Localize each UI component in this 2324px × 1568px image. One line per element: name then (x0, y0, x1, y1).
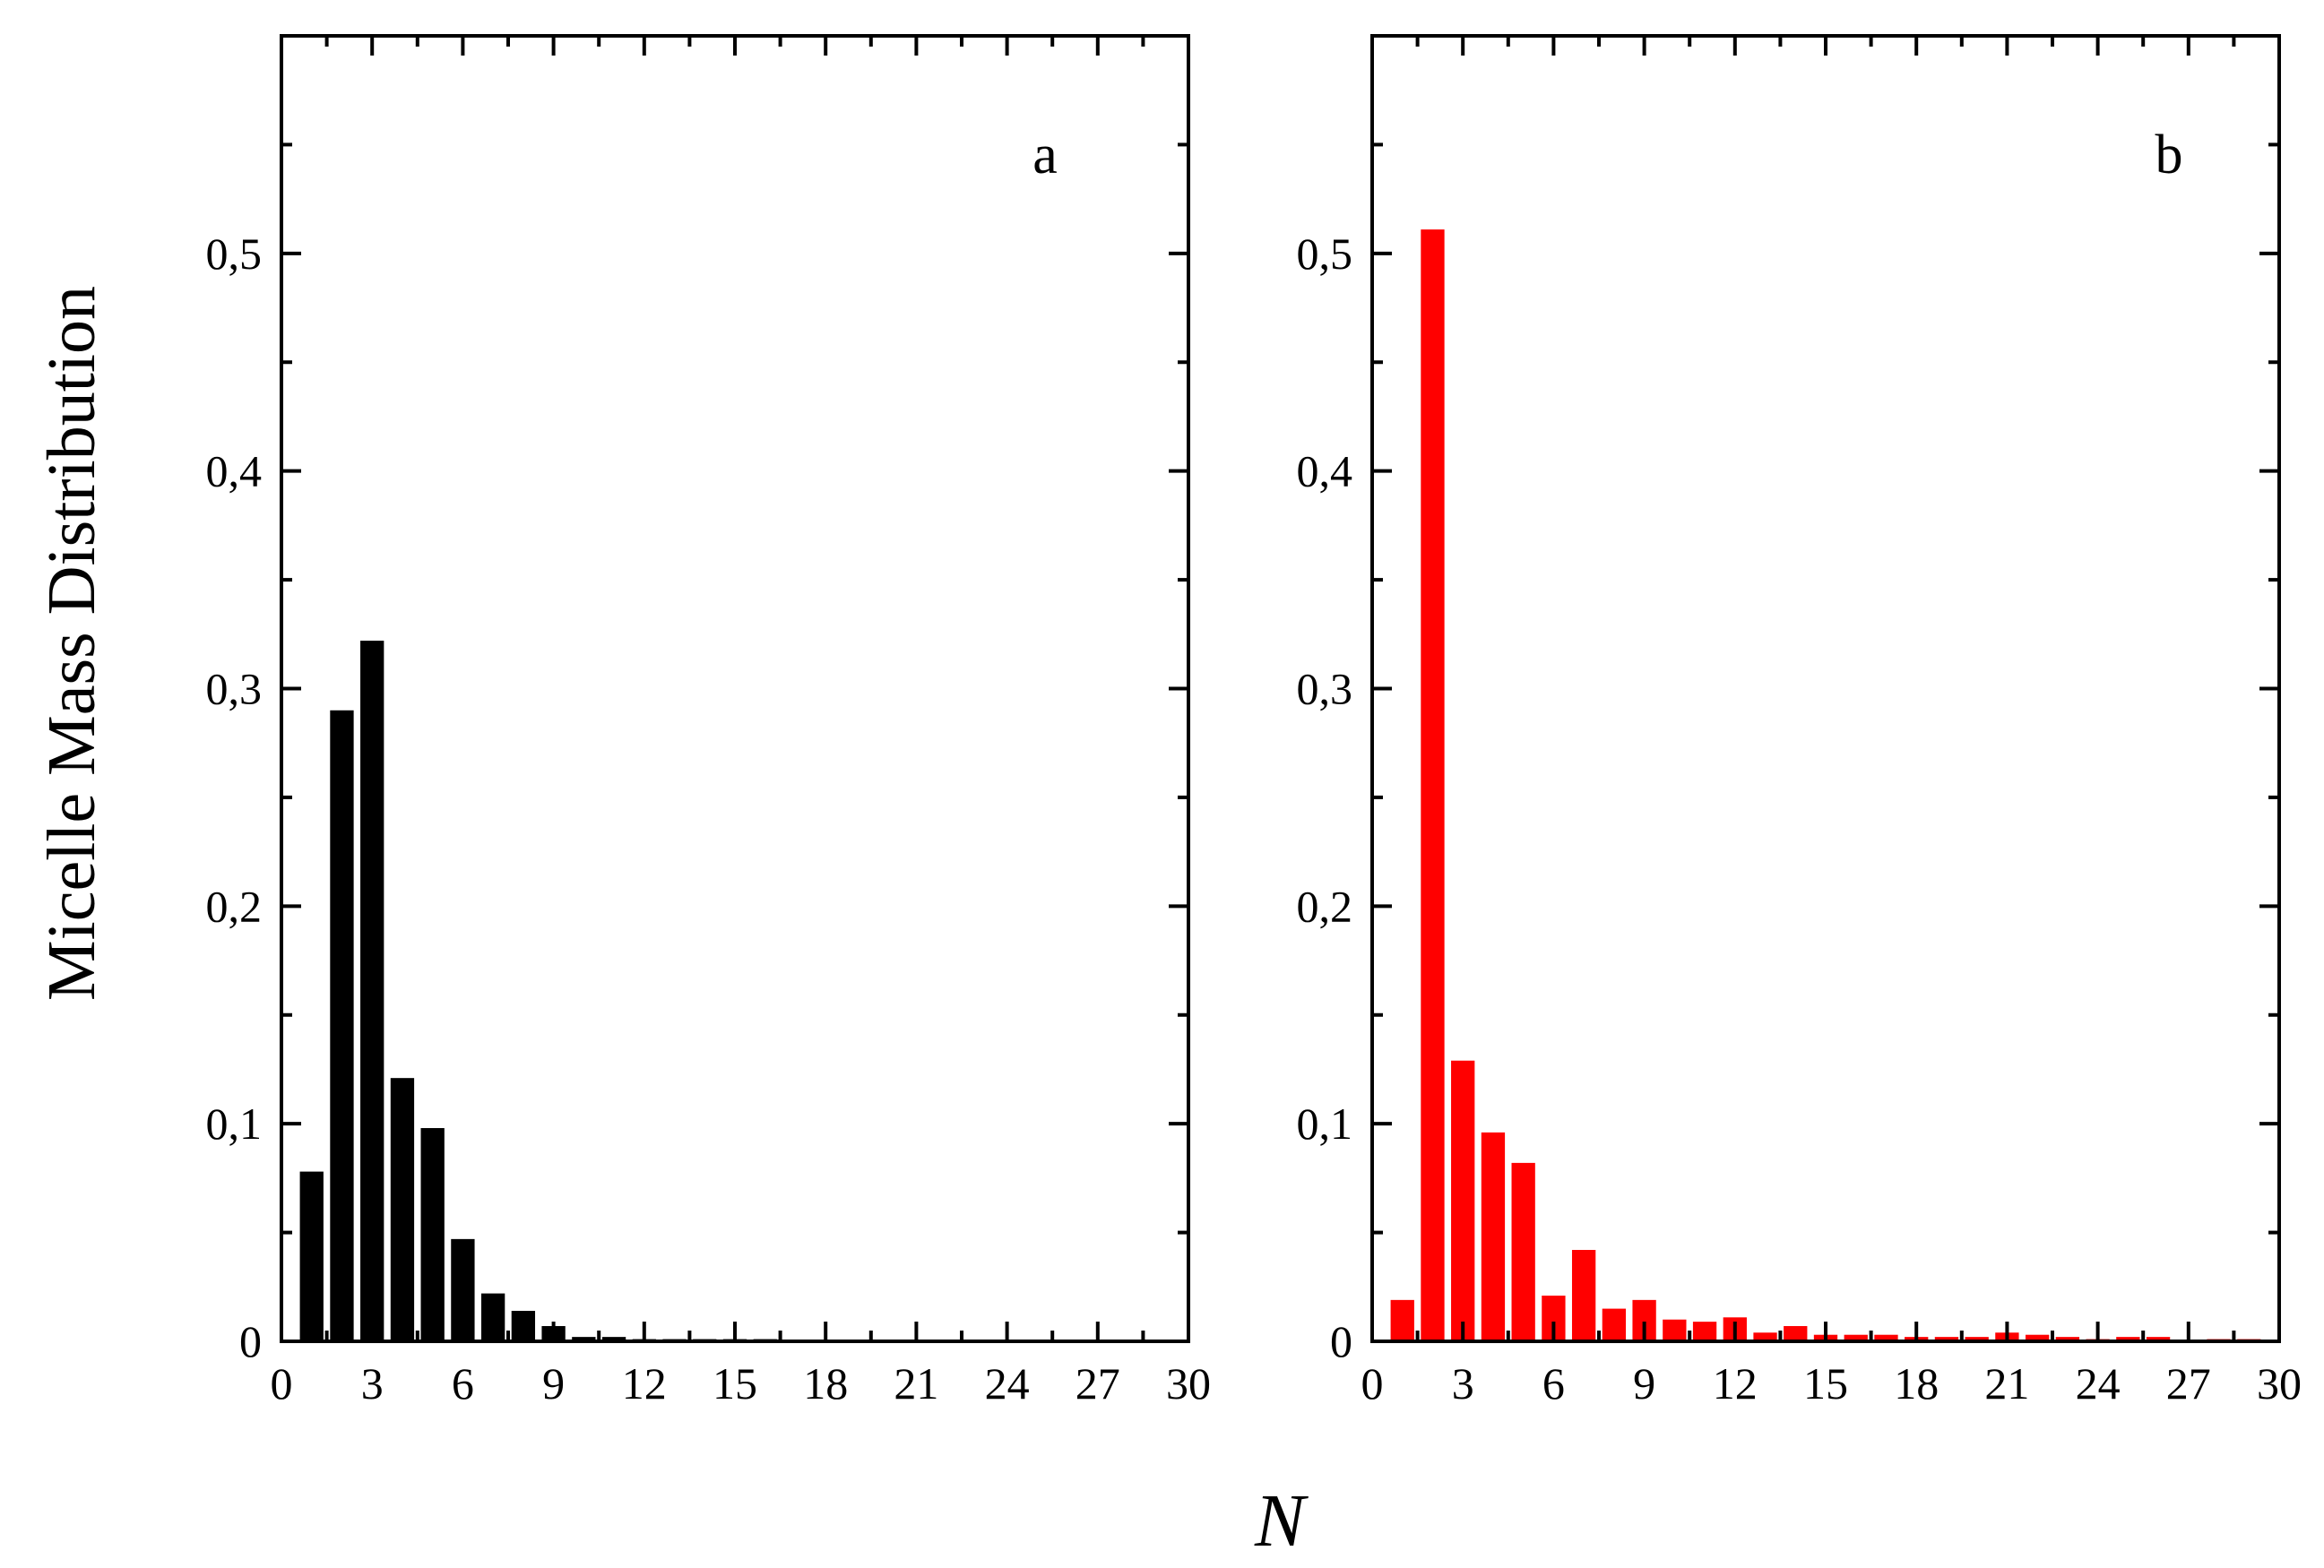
panel-b-y-tick-label: 0,4 (1297, 446, 1353, 496)
panel-b-y-tick-label: 0,3 (1297, 664, 1353, 714)
panel-b-y-tick-label: 0,2 (1297, 881, 1353, 931)
panel-b-bar-5 (1511, 1162, 1535, 1341)
panel-b-y-tick-label: 0,1 (1297, 1098, 1353, 1149)
panel-a-x-tick-label: 15 (713, 1358, 757, 1409)
panel-b-y-tick-labels: 0 0,1 0,2 0,3 0,4 0,5 (1297, 228, 1353, 1366)
panel-b-bar-25 (2116, 1337, 2140, 1341)
panel-b-x-tick-label: 9 (1633, 1358, 1655, 1409)
panel-a-x-tick-label: 21 (894, 1358, 938, 1409)
panel-a-x-tick-label: 24 (985, 1358, 1030, 1409)
panel-b-bar-7 (1571, 1250, 1596, 1341)
panel-a-chart: 0 3 6 9 12 15 18 21 24 27 30 0 0,1 0,2 0,3 0,4 0,5 a (206, 34, 1212, 1409)
panel-b-plot-frame (1370, 34, 2281, 1343)
panel-b-x-tick-label: 6 (1542, 1358, 1565, 1409)
panel-a-bar-2 (330, 710, 354, 1341)
panel-b-bar-17 (1874, 1334, 1898, 1341)
panel-a-y-tick-label: 0,1 (206, 1098, 263, 1149)
panel-a-y-tick-label: 0,3 (206, 664, 263, 714)
panel-b-bar-3 (1451, 1060, 1475, 1341)
panel-a-x-tick-label: 18 (803, 1358, 848, 1409)
panel-b-bar-2 (1421, 229, 1445, 1341)
panel-b-bar-14 (1784, 1326, 1808, 1341)
panel-b-bar-1 (1390, 1299, 1414, 1341)
panel-b-bar-22 (2025, 1334, 2050, 1341)
panel-a-plot-frame (280, 34, 1190, 1343)
panel-a-x-tick-label: 30 (1166, 1358, 1211, 1409)
panel-b-x-tick-label: 3 (1452, 1358, 1474, 1409)
panel-b-bar-23 (2055, 1337, 2080, 1341)
panel-b-bar-13 (1753, 1332, 1777, 1341)
panel-b-x-tick-label: 27 (2166, 1358, 2211, 1409)
panel-b-x-tick-label: 21 (1984, 1358, 2029, 1409)
panel-a-bar-10 (572, 1337, 596, 1341)
panel-b-x-tick-label: 18 (1894, 1358, 1939, 1409)
panel-a-x-tick-label: 27 (1076, 1358, 1120, 1409)
panel-b-x-tick-label: 0 (1361, 1358, 1384, 1409)
panel-a-bar-4 (390, 1078, 415, 1341)
panel-b-bar-26 (2146, 1337, 2171, 1341)
panel-a-y-tick-label: 0 (239, 1316, 262, 1366)
panel-a-x-tick-label: 9 (542, 1358, 565, 1409)
panel-b-bar-19 (1934, 1337, 1959, 1341)
panel-b-bars (1390, 229, 2261, 1341)
panel-b-x-tick-label: 15 (1803, 1358, 1848, 1409)
panel-a-x-tick-label: 6 (452, 1358, 474, 1409)
panel-b-chart: 0 3 6 9 12 15 18 21 24 27 30 0 0,1 0,2 0,3 0,4 0,5 b (1297, 34, 2302, 1409)
panel-a-bars (299, 641, 777, 1341)
panel-b-x-tick-label: 12 (1713, 1358, 1758, 1409)
panel-b-y-tick-label: 0 (1330, 1316, 1352, 1366)
panel-a-y-tick-label: 0,2 (206, 881, 263, 931)
panel-a-bar-7 (480, 1293, 505, 1341)
panel-b-x-tick-labels: 0 3 6 9 12 15 18 21 24 27 30 (1361, 1358, 2302, 1409)
panel-a-y-tick-label: 0,4 (206, 446, 263, 496)
panel-a-x-tick-labels: 0 3 6 9 12 15 18 21 24 27 30 (271, 1358, 1212, 1409)
panel-a-x-tick-label: 3 (361, 1358, 384, 1409)
panel-b-bar-20 (1965, 1337, 1989, 1341)
panel-b-bar-4 (1481, 1132, 1506, 1341)
panel-a-y-tick-labels: 0 0,1 0,2 0,3 0,4 0,5 (206, 228, 263, 1366)
panel-b-bar-16 (1844, 1334, 1868, 1341)
panel-a-x-tick-label: 0 (271, 1358, 293, 1409)
panel-a-bar-8 (511, 1311, 536, 1341)
panel-b-bar-10 (1663, 1319, 1687, 1341)
panel-b-bar-11 (1692, 1322, 1717, 1341)
panel-a-x-tick-label: 12 (622, 1358, 667, 1409)
x-axis-title: N (1254, 1479, 1309, 1563)
panel-a-bar-3 (360, 641, 384, 1341)
panel-b-bar-8 (1602, 1308, 1627, 1341)
panel-b-label: b (2156, 125, 2183, 185)
panel-b-x-tick-label: 30 (2257, 1358, 2302, 1409)
panel-a-bar-1 (299, 1171, 324, 1341)
panel-a-label: a (1032, 125, 1058, 185)
panel-b-y-tick-label: 0,5 (1297, 228, 1353, 279)
panel-b-x-tick-label: 24 (2076, 1358, 2121, 1409)
panel-a-bar-5 (420, 1128, 445, 1341)
y-axis-title: Micelle Mass Distribution (34, 286, 109, 1001)
panel-a-bar-11 (601, 1337, 626, 1341)
panel-a-y-tick-label: 0,5 (206, 228, 263, 279)
